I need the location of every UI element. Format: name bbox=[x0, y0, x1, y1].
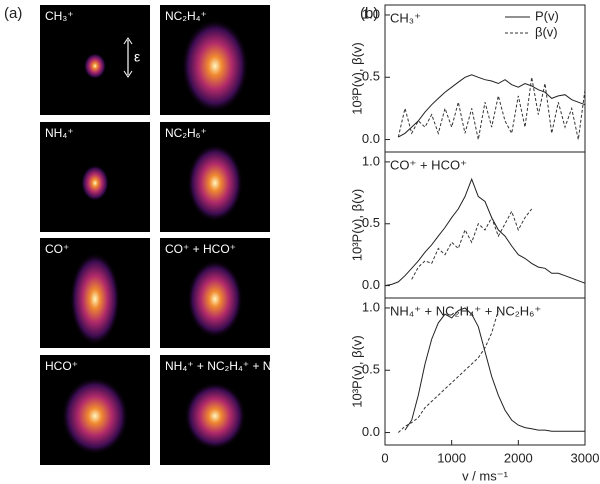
image-blob bbox=[81, 164, 109, 202]
image-blob bbox=[83, 53, 107, 79]
chart-annotation: CH₃⁺ bbox=[390, 10, 421, 25]
x-tick-label: 1000 bbox=[437, 450, 466, 465]
image-label: NC₂H₆⁺ bbox=[165, 126, 207, 140]
x-tick-label: 2000 bbox=[504, 450, 533, 465]
plot-frame bbox=[384, 297, 586, 446]
x-tick-label: 0 bbox=[381, 450, 388, 465]
y-axis-label: 10³P(v), β(v) bbox=[349, 335, 364, 407]
image-blob bbox=[61, 377, 129, 455]
image-label: NH₄⁺ bbox=[45, 126, 74, 140]
legend-label: β(v) bbox=[535, 24, 558, 39]
image-label: NH₄⁺ + NC₂H₄⁺ + NC₂H₆⁺ bbox=[165, 359, 305, 373]
image-label: CH₃⁺ bbox=[45, 9, 74, 23]
image-blob bbox=[187, 144, 243, 222]
image-blob bbox=[69, 252, 121, 346]
data-line bbox=[398, 74, 586, 138]
image-label: CO⁺ bbox=[45, 242, 69, 256]
image-blob bbox=[184, 382, 246, 450]
x-axis-label: v / ms⁻¹ bbox=[462, 468, 509, 483]
image-blob bbox=[181, 19, 249, 113]
image-blob bbox=[187, 260, 243, 338]
y-tick-label: 0.5 bbox=[362, 69, 380, 84]
data-line bbox=[384, 177, 586, 287]
chart-annotation: NH₄⁺ + NC₂H₄⁺ + NC₂H₆⁺ bbox=[390, 303, 541, 318]
data-line bbox=[404, 307, 585, 432]
legend-label: P(v) bbox=[535, 8, 559, 23]
y-tick-label: 1.0 bbox=[362, 299, 380, 314]
data-line bbox=[397, 77, 586, 140]
chart-annotation: CO⁺ + HCO⁺ bbox=[390, 157, 467, 172]
image-label: CO⁺ + HCO⁺ bbox=[165, 242, 236, 256]
plot-frame bbox=[384, 151, 586, 299]
y-axis-label: 10³P(v), β(v) bbox=[349, 189, 364, 261]
arrow-head bbox=[123, 37, 133, 78]
data-line bbox=[411, 208, 533, 280]
image-label: HCO⁺ bbox=[45, 359, 78, 373]
y-axis-label: 10³P(v), β(v) bbox=[349, 42, 364, 114]
image-label: NC₂H₄⁺ bbox=[165, 9, 207, 23]
y-tick-label: 0.5 bbox=[362, 215, 380, 230]
panel-label: (b) bbox=[360, 5, 378, 22]
data-line bbox=[397, 310, 499, 433]
y-tick-label: 0.0 bbox=[362, 277, 380, 292]
y-tick-label: 0.0 bbox=[362, 424, 380, 439]
y-tick-label: 0.5 bbox=[362, 362, 380, 377]
y-tick-label: 0.0 bbox=[362, 131, 380, 146]
polarization-label: ε bbox=[134, 49, 140, 65]
x-tick-label: 3000 bbox=[571, 450, 600, 465]
panel-label: (a) bbox=[4, 5, 22, 22]
y-tick-label: 1.0 bbox=[362, 153, 380, 168]
y-tick-label: 1.0 bbox=[362, 6, 380, 21]
